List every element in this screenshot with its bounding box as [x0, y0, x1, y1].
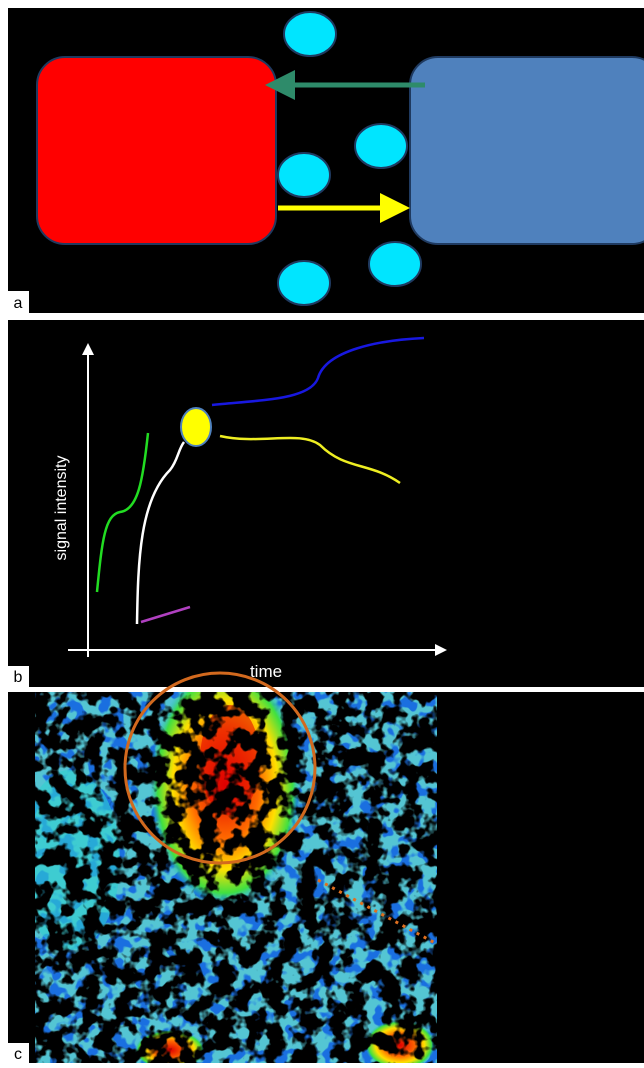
- yellow-dot: [181, 408, 211, 446]
- particle: [278, 153, 330, 197]
- panel-label: c: [14, 1046, 22, 1063]
- particle: [278, 261, 330, 305]
- particle: [355, 124, 407, 168]
- panel-label: a: [14, 295, 23, 312]
- particle: [284, 12, 336, 56]
- heatmap-dark: [35, 692, 437, 1063]
- blue-compartment: [410, 57, 644, 244]
- page: {"panels": [ {"label": "a"}, {"label": "…: [0, 0, 644, 1063]
- red-compartment: [37, 57, 276, 244]
- particle: [369, 242, 421, 286]
- figure: a signal intensity time b c: [0, 0, 644, 1063]
- panel-label: b: [14, 669, 23, 686]
- y-axis-label: signal intensity: [53, 456, 70, 561]
- panel-b-bg: [8, 320, 644, 687]
